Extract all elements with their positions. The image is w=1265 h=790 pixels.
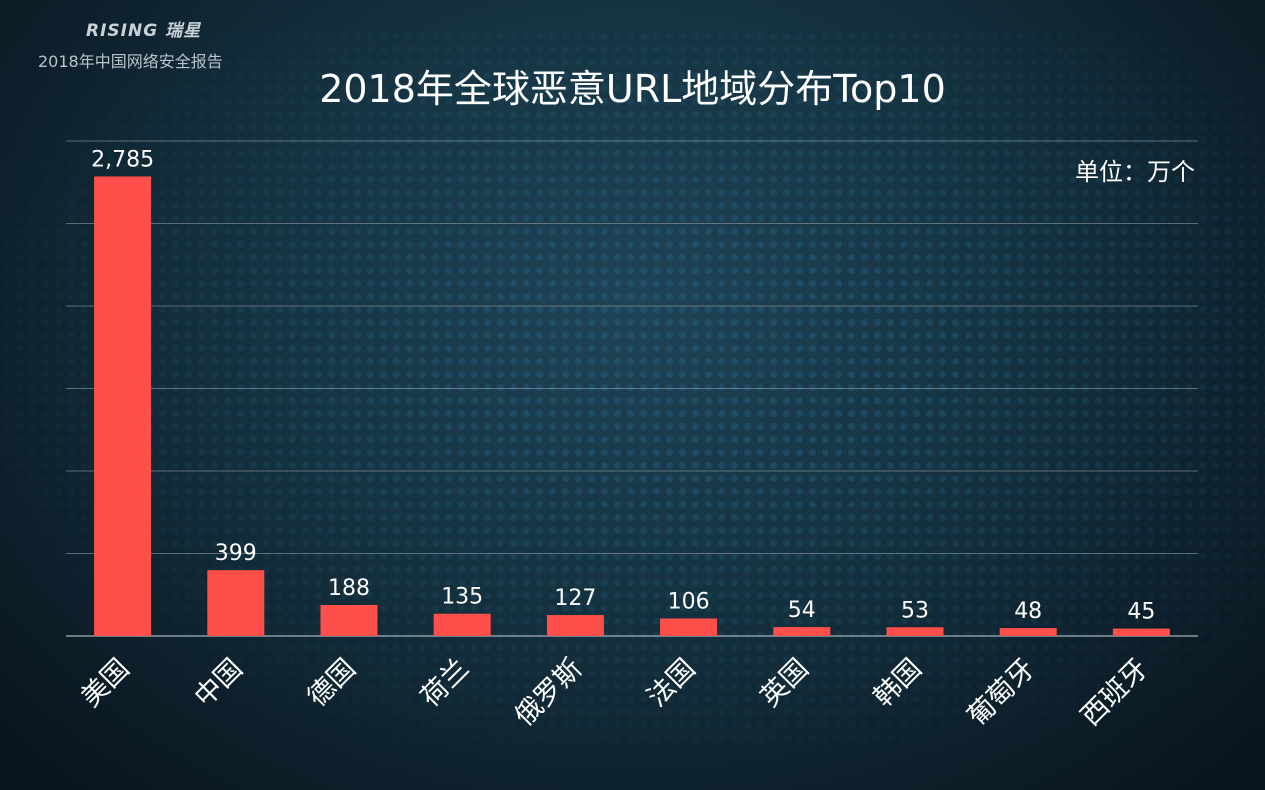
category-label: 法国	[641, 653, 701, 713]
bar	[94, 176, 152, 636]
category-label: 中国	[189, 653, 249, 713]
value-label: 135	[441, 585, 483, 610]
category-label: 西班牙	[1075, 653, 1154, 732]
bar	[773, 627, 831, 636]
brand-logo: RISING 瑞星	[86, 21, 202, 41]
category-labels: 美国 中国 德国 荷兰 俄罗斯 法国 英国 韩国 葡萄牙 西班牙	[75, 653, 1154, 732]
bar	[999, 628, 1057, 636]
value-label: 54	[788, 598, 816, 623]
category-label: 美国	[75, 653, 135, 713]
bar	[886, 627, 944, 636]
bar	[207, 570, 265, 636]
value-label: 106	[668, 590, 710, 615]
bar	[546, 615, 604, 636]
bars	[94, 176, 1170, 636]
value-label: 399	[215, 541, 257, 566]
value-label: 188	[328, 576, 370, 601]
value-label: 2,785	[91, 147, 154, 172]
value-label: 53	[901, 598, 929, 623]
value-label: 45	[1127, 600, 1155, 625]
category-label: 荷兰	[415, 653, 475, 713]
report-name: 2018年中国网络安全报告	[38, 52, 223, 71]
bar	[433, 613, 491, 636]
category-label: 英国	[755, 653, 815, 713]
unit-label: 单位：万个	[1075, 158, 1195, 186]
category-label: 德国	[302, 653, 362, 713]
value-label: 127	[554, 586, 596, 611]
bar	[320, 604, 378, 636]
value-labels: 2,785 399 188 135 127 106 54 53 48 45	[91, 147, 1155, 624]
bar	[1112, 628, 1170, 636]
category-label: 葡萄牙	[962, 653, 1041, 732]
category-label: 俄罗斯	[509, 653, 588, 732]
value-label: 48	[1014, 599, 1042, 624]
chart-title: 2018年全球恶意URL地域分布Top10	[319, 67, 946, 111]
category-label: 韩国	[868, 653, 928, 713]
bar	[660, 618, 718, 636]
